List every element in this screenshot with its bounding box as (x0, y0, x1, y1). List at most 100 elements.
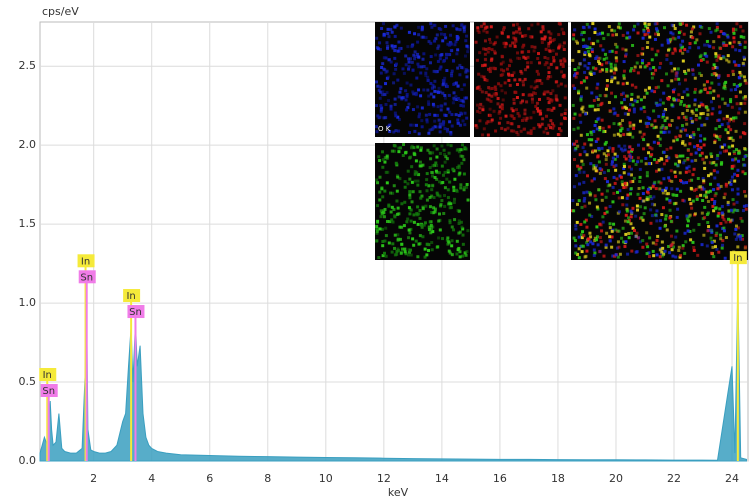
map-pixel (550, 122, 554, 126)
x-axis-label: keV (388, 486, 409, 499)
map-pixel (601, 48, 605, 52)
map-pixel (388, 220, 392, 224)
map-pixel (596, 82, 600, 86)
x-tick-label: 22 (667, 472, 681, 485)
map-pixel (651, 241, 655, 245)
map-pixel (632, 107, 636, 111)
map-pixel (486, 50, 490, 54)
map-pixel (417, 132, 421, 136)
map-pixel (420, 125, 424, 129)
map-pixel (732, 40, 736, 44)
map-pixel (720, 123, 724, 127)
map-pixel (734, 88, 738, 92)
map-pixel (647, 151, 651, 155)
map-pixel (401, 67, 405, 71)
map-pixel (597, 146, 601, 150)
element-tag (39, 367, 57, 381)
map-pixel (418, 216, 422, 220)
map-pixel (422, 64, 426, 68)
map-pixel (618, 121, 622, 125)
map-pixel (712, 96, 716, 100)
map-pixel (375, 36, 379, 40)
map-pixel (499, 84, 503, 88)
map-pixel (592, 71, 596, 75)
map-pixel (408, 155, 412, 159)
map-pixel (646, 28, 650, 32)
map-pixel (489, 58, 493, 62)
map-pixel (712, 89, 716, 93)
map-pixel (444, 24, 448, 28)
map-pixel (663, 188, 667, 192)
map-pixel (396, 78, 400, 82)
map-pixel (677, 116, 681, 120)
map-pixel (623, 244, 627, 248)
map-pixel (393, 44, 397, 48)
map-pixel (732, 83, 736, 87)
map-pixel (404, 150, 408, 154)
map-pixel (648, 145, 652, 149)
map-pixel (712, 209, 716, 213)
map-pixel (382, 211, 386, 215)
map-pixel (650, 76, 654, 80)
map-pixel (409, 83, 413, 87)
map-pixel (512, 101, 516, 105)
map-pixel (500, 107, 504, 111)
map-pixel (625, 36, 629, 40)
map-pixel (686, 148, 690, 152)
map-pixel (428, 166, 432, 170)
map-pixel (415, 76, 419, 80)
map-pixel (722, 117, 726, 121)
map-pixel (640, 216, 644, 220)
map-pixel (438, 212, 442, 216)
map-pixel (617, 144, 621, 148)
map-pixel (699, 101, 703, 105)
map-pixel (428, 205, 432, 209)
map-pixel (686, 224, 690, 228)
map-pixel (636, 192, 640, 196)
map-pixel (642, 105, 646, 109)
map-pixel (632, 229, 636, 233)
map-pixel (716, 183, 720, 187)
map-pixel (498, 105, 502, 109)
map-pixel (394, 67, 398, 71)
map-pixel (702, 83, 706, 87)
map-pixel (465, 34, 469, 38)
map-pixel (586, 66, 590, 70)
map-pixel (443, 186, 447, 190)
map-pixel (723, 192, 727, 196)
map-pixel (742, 75, 746, 79)
map-pixel (396, 247, 400, 251)
map-pixel (726, 116, 730, 120)
map-pixel (698, 116, 702, 120)
map-pixel (658, 187, 662, 191)
map-pixel (529, 129, 533, 133)
map-pixel (527, 50, 531, 54)
map-pixel (572, 37, 576, 41)
map-pixel (573, 239, 577, 243)
map-pixel (409, 253, 413, 257)
map-pixel (596, 108, 600, 112)
map-pixel (385, 181, 389, 185)
map-pixel (665, 197, 669, 201)
map-pixel (655, 209, 659, 213)
map-pixel (736, 174, 740, 178)
map-pixel (521, 50, 525, 54)
map-pixel (413, 129, 417, 133)
map-pixel (678, 154, 682, 158)
map-pixel (669, 31, 673, 35)
map-pixel (620, 93, 624, 97)
map-pixel (613, 181, 617, 185)
map-pixel (580, 159, 584, 163)
map-pixel (736, 192, 740, 196)
map-pixel (417, 88, 421, 92)
map-pixel (706, 190, 710, 194)
map-pixel (595, 225, 599, 229)
map-pixel (604, 154, 608, 158)
map-pixel (410, 200, 414, 204)
map-pixel (666, 48, 670, 52)
map-pixel (725, 114, 729, 118)
map-pixel (456, 118, 460, 122)
map-pixel (671, 90, 675, 94)
map-pixel (645, 125, 649, 129)
map-pixel (712, 202, 716, 206)
